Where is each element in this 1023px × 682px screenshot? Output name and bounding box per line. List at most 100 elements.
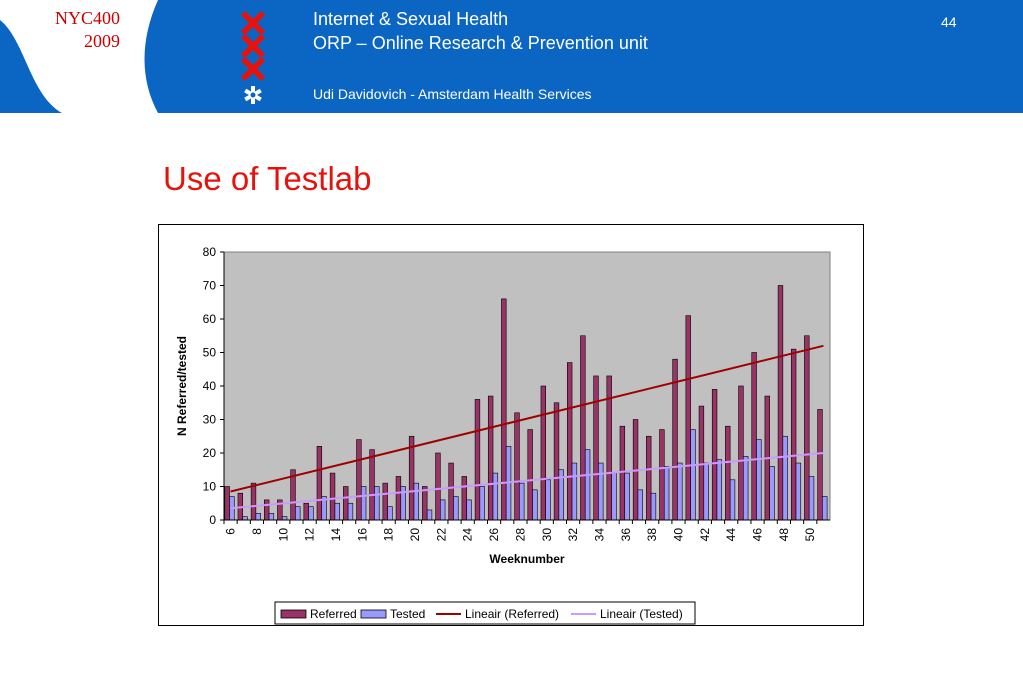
y-tick-label: 70 xyxy=(203,279,217,293)
bar-referred-week-24 xyxy=(461,476,467,521)
slide-title: Use of Testlab xyxy=(163,160,372,197)
x-tick-label: 16 xyxy=(355,528,369,542)
bar-referred-week-20 xyxy=(408,435,415,521)
legend-swatch-referred xyxy=(280,609,307,619)
bar-referred-week-15 xyxy=(343,486,349,521)
bar-tested-week-34 xyxy=(598,462,604,521)
bar-tested-week-32 xyxy=(571,462,578,521)
y-axis-label: N Referred/tested xyxy=(175,336,189,436)
bar-tested-week-38 xyxy=(650,492,657,521)
x-tick-label: 36 xyxy=(619,528,633,542)
y-tick-label: 50 xyxy=(203,346,217,360)
bar-referred-week-6 xyxy=(224,486,230,521)
bar-tested-week-39 xyxy=(663,466,670,521)
bar-referred-week-21 xyxy=(422,486,428,521)
x-tick-label: 20 xyxy=(408,528,422,542)
bar-tested-week-35 xyxy=(611,472,617,521)
bar-tested-week-14 xyxy=(334,502,340,521)
bar-referred-week-30 xyxy=(540,385,547,521)
page-number: 44 xyxy=(941,14,957,30)
badge-line1: NYC400 xyxy=(54,8,120,28)
x-tick-label: 34 xyxy=(592,528,606,542)
bar-tested-week-22 xyxy=(440,499,446,521)
x-tick-label: 50 xyxy=(803,528,817,542)
bar-referred-week-25 xyxy=(474,399,481,521)
bar-tested-week-16 xyxy=(360,486,367,521)
legend: Referred Tested Lineair (Referred) Linea… xyxy=(274,601,696,625)
header-banner xyxy=(0,0,1023,113)
trendline-lineair-tested xyxy=(230,452,824,510)
bar-referred-week-14 xyxy=(329,472,336,521)
x-tick-label: 10 xyxy=(276,528,290,542)
x-tick-label: 46 xyxy=(751,528,765,542)
bar-referred-week-51 xyxy=(817,409,823,521)
bar-tested-week-8 xyxy=(255,512,261,521)
bar-tested-week-36 xyxy=(624,472,630,521)
x-tick-label: 26 xyxy=(487,528,501,542)
bar-tested-week-50 xyxy=(808,476,815,521)
bar-referred-week-26 xyxy=(487,395,494,521)
bar-referred-week-19 xyxy=(395,476,402,521)
testlab-chart: 0 10 20 30 40 50 60 70 80 6 8 10 12 14 16 18 20 22 24 26 28 3… xyxy=(158,224,864,626)
bar-tested-week-28 xyxy=(519,482,525,521)
bar-tested-week-18 xyxy=(387,506,393,521)
bar-tested-week-41 xyxy=(690,429,696,521)
y-tick-label: 10 xyxy=(203,480,217,494)
bar-referred-week-32 xyxy=(567,362,573,521)
bar-referred-week-36 xyxy=(619,425,626,521)
badge-line2: 2009 xyxy=(84,31,120,51)
bar-referred-week-31 xyxy=(553,402,560,521)
x-tick-label: 44 xyxy=(724,528,738,542)
y-tick-label: 60 xyxy=(203,312,217,326)
bar-referred-week-17 xyxy=(369,449,375,521)
x-tick-label: 42 xyxy=(698,528,712,542)
y-tick-label: 20 xyxy=(203,446,217,460)
bar-tested-week-11 xyxy=(295,506,301,521)
y-tick-label: 40 xyxy=(203,379,217,393)
legend-label-trend-tested: Lineair (Tested) xyxy=(600,607,683,621)
bar-tested-week-15 xyxy=(347,502,354,521)
bar-tested-week-33 xyxy=(584,449,591,521)
x-tick-label: 28 xyxy=(513,528,527,542)
y-tick-label: 30 xyxy=(203,413,217,427)
header-subtitle: ORP – Online Research & Prevention unit xyxy=(313,33,648,53)
bar-tested-week-45 xyxy=(743,456,749,521)
bar-tested-week-37 xyxy=(637,489,643,521)
bar-referred-week-45 xyxy=(738,385,744,521)
bar-referred-week-29 xyxy=(527,429,533,521)
bar-referred-week-33 xyxy=(580,335,586,521)
bar-referred-week-22 xyxy=(435,452,441,521)
bar-referred-week-38 xyxy=(646,435,652,521)
bar-referred-week-44 xyxy=(725,425,731,521)
legend-swatch-tested xyxy=(360,609,387,619)
bar-tested-week-17 xyxy=(374,486,380,521)
bar-referred-week-39 xyxy=(659,429,665,521)
bar-referred-week-41 xyxy=(685,315,691,521)
bar-tested-week-21 xyxy=(426,509,433,521)
bar-referred-week-28 xyxy=(514,412,520,521)
bar-referred-week-50 xyxy=(804,335,810,521)
x-axis-label: Weeknumber xyxy=(489,552,564,566)
bar-referred-week-9 xyxy=(264,499,270,521)
bar-tested-week-12 xyxy=(308,506,314,521)
x-tick-label: 18 xyxy=(382,528,396,542)
bar-tested-week-24 xyxy=(466,499,472,521)
x-tick-label: 30 xyxy=(540,528,554,542)
bar-referred-week-18 xyxy=(382,482,388,521)
header-author: Udi Davidovich - Amsterdam Health Servic… xyxy=(313,86,592,102)
x-tick-label: 40 xyxy=(672,528,686,542)
x-cross-icon xyxy=(241,34,265,58)
bar-tested-week-49 xyxy=(795,462,802,521)
bar-tested-week-51 xyxy=(822,496,828,521)
bar-referred-week-49 xyxy=(790,348,797,521)
trendline-lineair-referred xyxy=(230,344,824,493)
x-tick-label: 38 xyxy=(645,528,659,542)
bar-tested-week-9 xyxy=(268,512,275,521)
x-tick-label: 8 xyxy=(250,528,264,535)
bar-tested-week-48 xyxy=(782,435,788,521)
bar-referred-week-13 xyxy=(316,446,323,521)
y-tick-label: 80 xyxy=(203,245,217,259)
bar-referred-week-43 xyxy=(711,389,718,521)
legend-label-referred: Referred xyxy=(310,607,357,621)
x-tick-label: 12 xyxy=(303,528,317,542)
